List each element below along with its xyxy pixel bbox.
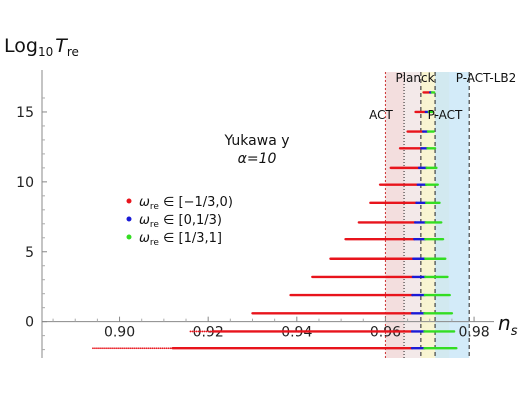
series-point-red (115, 347, 118, 350)
series-point-red (121, 347, 124, 350)
series-point-red (155, 347, 158, 350)
series-point-red (96, 347, 98, 350)
legend-marker-green (126, 234, 132, 240)
data-series (92, 91, 458, 350)
series-point-red (159, 347, 162, 350)
series-point-red (157, 347, 160, 350)
y-label-sub: 10 (38, 45, 53, 59)
series-point-red (149, 347, 152, 350)
y-tick-label: 5 (25, 245, 34, 261)
series-point-red (117, 347, 120, 350)
band-pactlb2 (435, 72, 470, 358)
legend-label-negative: ωre ∈ [−1/3,0) (139, 195, 233, 212)
band-label-pactlb2: P-ACT-LB2 (456, 71, 517, 85)
series-point-red (209, 330, 212, 333)
series-point-red (203, 330, 206, 333)
series-point-red (189, 330, 192, 333)
series-point-red (135, 347, 138, 350)
series-point-red (92, 347, 94, 350)
y-label-varsub: re (67, 45, 79, 59)
series-point-red (169, 347, 172, 350)
legend-label-stiff: ωre ∈ [1/3,1] (139, 231, 222, 248)
series-point-red (153, 347, 156, 350)
series-point-red (201, 330, 204, 333)
series-point-red (193, 330, 196, 333)
legend-marker-blue (126, 216, 132, 222)
series-point-red (151, 347, 154, 350)
series-point-red (112, 347, 114, 350)
series-point-red (110, 347, 112, 350)
y-tick-label: 15 (16, 105, 34, 121)
series-point-red (129, 347, 132, 350)
axes: 0 5 10 15 0.90 0.92 0.94 0.96 0.98 (16, 70, 494, 358)
x-tick-label: 0.98 (458, 325, 489, 341)
series-point-red (94, 347, 96, 350)
legend-label-mid: ωre ∈ [0,1/3) (139, 213, 222, 230)
series-point-red (207, 330, 210, 333)
series-point-red (167, 347, 170, 350)
series-point-red (119, 347, 122, 350)
band-label-act: ACT (369, 108, 393, 122)
legend: ωre ∈ [−1/3,0) ωre ∈ [0,1/3) ωre ∈ [1/3,… (126, 195, 233, 248)
series-point-red (163, 347, 166, 350)
y-axis-label: Log10 Tre (4, 35, 79, 59)
legend-entry-negative: ωre ∈ [−1/3,0) (126, 195, 233, 212)
legend-marker-red (126, 198, 132, 204)
series-point-red (199, 330, 202, 333)
series-point-red (191, 330, 194, 333)
legend-entry-stiff: ωre ∈ [1/3,1] (126, 231, 222, 248)
series-point-red (141, 347, 144, 350)
series-point-red (131, 347, 134, 350)
y-label-prefix: Log (4, 35, 38, 57)
band-label-pact: P-ACT (428, 108, 463, 122)
series-point-red (133, 347, 136, 350)
series-point-red (113, 347, 116, 350)
series-point-red (127, 347, 130, 350)
x-tick-label: 0.92 (193, 325, 224, 341)
series-point-red (125, 347, 128, 350)
y-tick-label: 10 (16, 175, 34, 191)
legend-entry-mid: ωre ∈ [0,1/3) (126, 213, 222, 230)
series-point-red (197, 330, 200, 333)
series-point-red (137, 347, 140, 350)
series-point-red (98, 347, 100, 350)
series-point-red (106, 347, 108, 350)
x-tick-label: 0.90 (104, 325, 135, 341)
x-label-sub: s (511, 324, 518, 339)
constraint-bands (384, 72, 470, 358)
band-planck (404, 72, 426, 358)
band-label-planck: Planck (395, 71, 434, 85)
y-ticks: 0 5 10 15 (16, 97, 47, 351)
series-point-red (147, 347, 150, 350)
series-point-red (139, 347, 142, 350)
y-label-var: T (55, 35, 68, 57)
series-point-red (165, 347, 168, 350)
x-axis-label: ns (498, 311, 518, 339)
series-point-red (108, 347, 110, 350)
series-point-red (102, 347, 104, 350)
series-point-red (161, 347, 164, 350)
series-point-red (195, 330, 198, 333)
series-point-red (123, 347, 126, 350)
series-point-red (143, 347, 146, 350)
x-tick-label: 0.94 (281, 325, 312, 341)
x-tick-label: 0.96 (370, 325, 401, 341)
series-point-red (145, 347, 148, 350)
series-point-red (104, 347, 106, 350)
series-point-red (100, 347, 102, 350)
series-point-red (205, 330, 208, 333)
x-label-var: n (498, 311, 511, 335)
annotation-model: Yukawa y (223, 133, 289, 149)
x-ticks: 0.90 0.92 0.94 0.96 0.98 (52, 316, 490, 341)
annotation-alpha: α=10 (238, 151, 277, 167)
y-tick-label: 0 (25, 315, 34, 331)
